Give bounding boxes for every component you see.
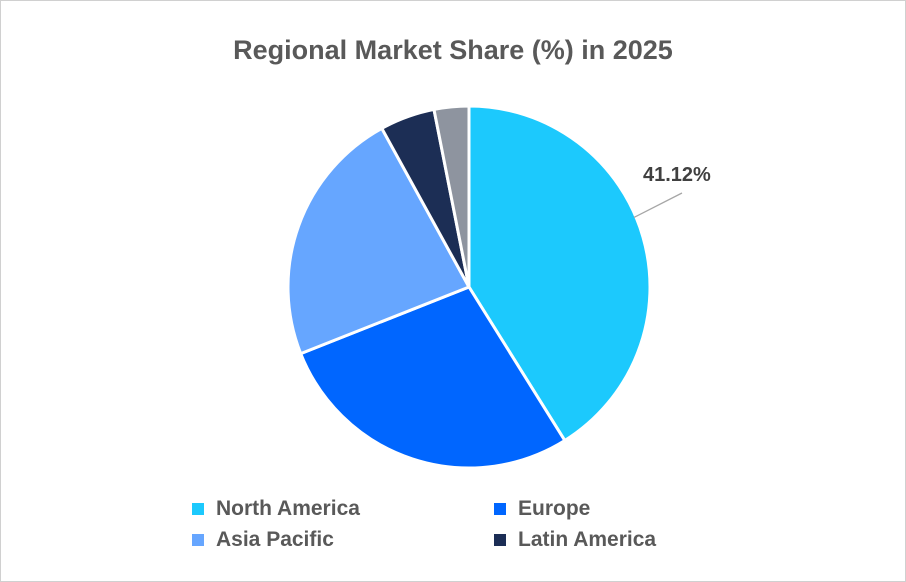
chart-title: Regional Market Share (%) in 2025 bbox=[233, 35, 673, 65]
legend-swatch bbox=[192, 503, 204, 515]
legend-item-europe: Europe bbox=[494, 497, 590, 521]
data-label: 41.12% bbox=[643, 164, 711, 186]
legend-label: Latin America bbox=[518, 528, 657, 551]
legend-label: Asia Pacific bbox=[216, 528, 334, 551]
legend-item-asia-pacific: Asia Pacific bbox=[192, 528, 334, 552]
legend-swatch bbox=[494, 503, 506, 515]
legend-item-latin-america: Latin America bbox=[494, 528, 656, 552]
leader-line bbox=[633, 192, 683, 219]
legend-label: Europe bbox=[518, 497, 591, 520]
pie-slice-asia-pacific bbox=[286, 126, 471, 356]
legend-swatch bbox=[494, 534, 506, 546]
pie-slice-other bbox=[432, 104, 471, 289]
pie-slice-europe bbox=[299, 285, 567, 470]
legend-swatch bbox=[192, 534, 204, 546]
legend-item-north-america: North America bbox=[192, 497, 360, 521]
legend-label: North America bbox=[216, 497, 360, 520]
